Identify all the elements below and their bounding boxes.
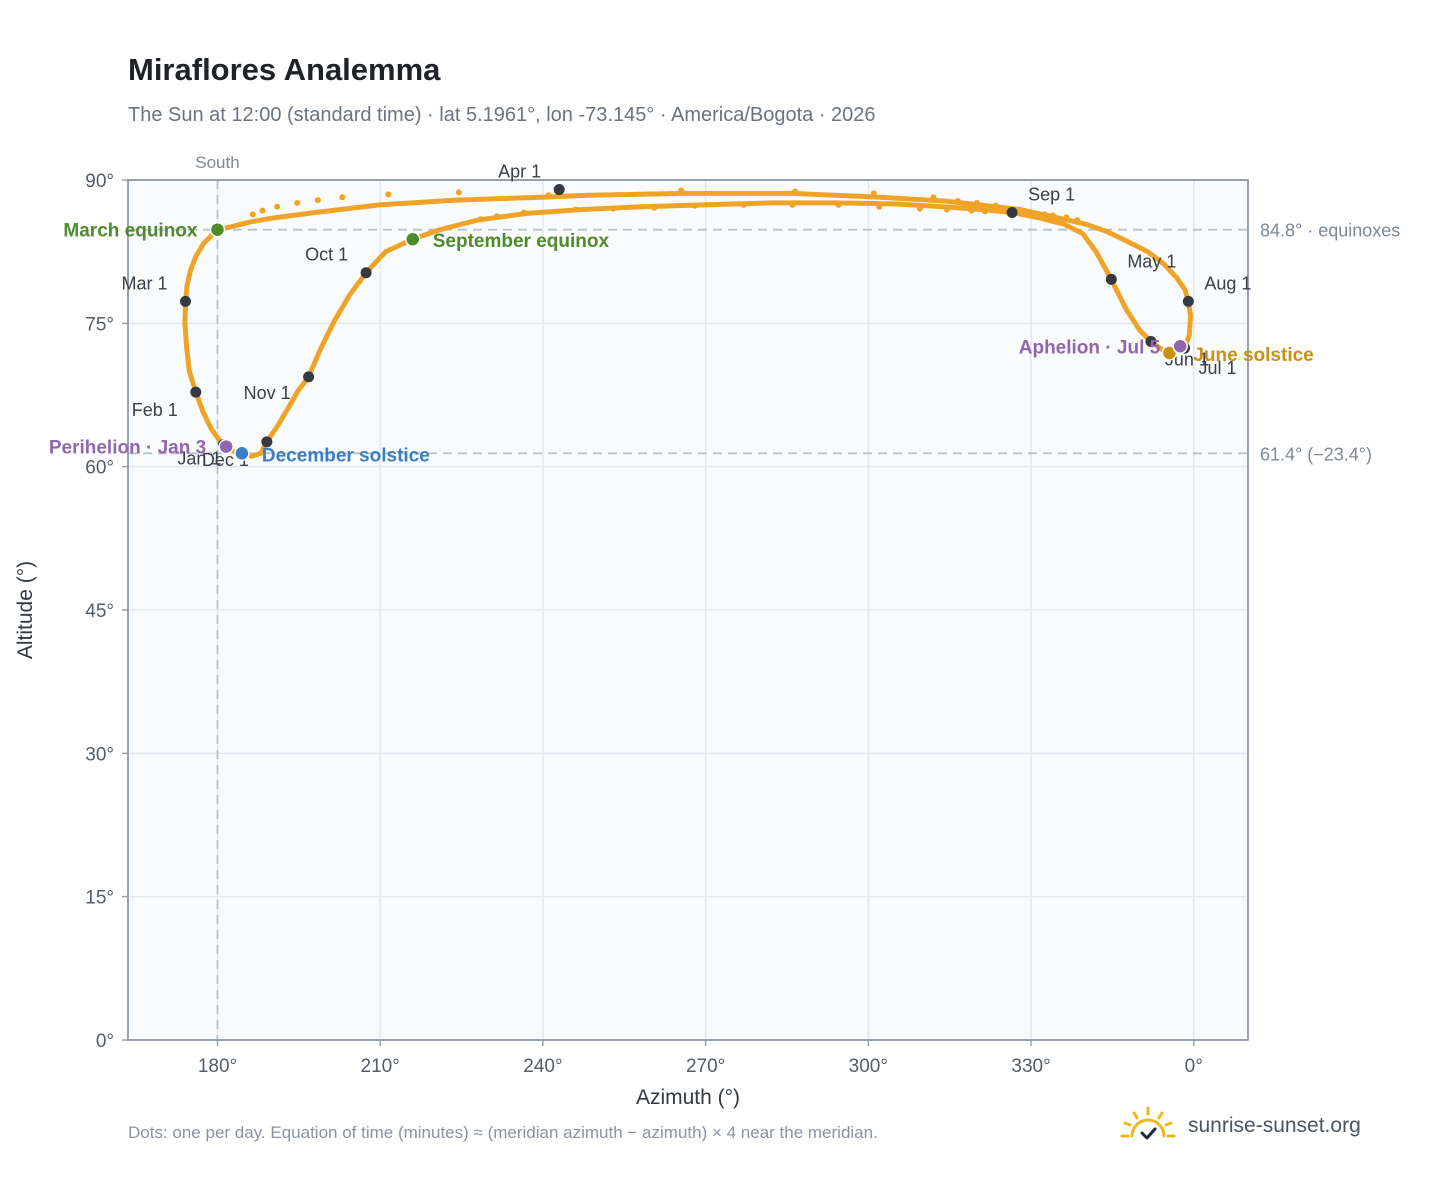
- x-tick-label: 0°: [1185, 1056, 1203, 1077]
- chart-footnote: Dots: one per day. Equation of time (min…: [128, 1123, 878, 1142]
- daily-dot: [455, 189, 462, 196]
- month-label: Mar 1: [121, 273, 167, 293]
- daily-dot: [385, 191, 392, 198]
- y-tick-label: 60°: [85, 458, 114, 479]
- month-label: Apr 1: [498, 162, 541, 182]
- daily-dot: [835, 201, 842, 208]
- chart-subtitle: The Sun at 12:00 (standard time) · lat 5…: [128, 104, 876, 126]
- daily-dot: [968, 207, 975, 214]
- y-tick-label: 75°: [85, 314, 114, 335]
- event-marker[interactable]: [1172, 338, 1188, 355]
- daily-dot: [294, 199, 301, 206]
- x-tick-label: 210°: [361, 1056, 400, 1077]
- event-label: Perihelion · Jan 3: [49, 438, 206, 459]
- daily-dot: [930, 194, 937, 201]
- daily-dot: [610, 205, 617, 212]
- daily-dot: [792, 188, 799, 195]
- brand-name[interactable]: sunrise-sunset.org: [1188, 1114, 1361, 1137]
- event-marker[interactable]: [404, 231, 421, 247]
- y-tick-label: 15°: [85, 888, 114, 909]
- event-marker[interactable]: [218, 438, 234, 455]
- y-axis-label: Altitude (°): [14, 561, 37, 659]
- daily-dot: [789, 201, 796, 208]
- month-label: Nov 1: [244, 383, 291, 403]
- x-axis-label: Azimuth (°): [636, 1086, 740, 1109]
- month-label: May 1: [1127, 251, 1176, 271]
- daily-dot: [314, 197, 321, 204]
- daily-dot: [943, 206, 950, 213]
- month-marker[interactable]: [179, 295, 191, 307]
- chart-title: Miraflores Analemma: [128, 52, 441, 87]
- daily-dot: [691, 202, 698, 209]
- daily-dot: [678, 187, 685, 194]
- event-label: December solstice: [262, 445, 430, 466]
- x-tick-label: 180°: [198, 1056, 237, 1077]
- daily-dot: [870, 190, 877, 197]
- y-tick-label: 90°: [85, 171, 114, 192]
- daily-dot: [1049, 212, 1056, 219]
- daily-dot: [259, 207, 266, 214]
- event-marker[interactable]: [234, 445, 250, 462]
- daily-dot: [572, 206, 579, 213]
- month-marker[interactable]: [1006, 206, 1018, 218]
- plot-frame: [127, 179, 1249, 1041]
- event-label: June solstice: [1193, 345, 1313, 366]
- month-label: Oct 1: [305, 245, 348, 265]
- month-marker[interactable]: [1105, 273, 1117, 285]
- month-label: Feb 1: [132, 400, 178, 420]
- daily-dot: [1074, 217, 1081, 224]
- month-label: Sep 1: [1028, 184, 1075, 204]
- event-label: March equinox: [63, 221, 198, 242]
- x-tick-label: 240°: [523, 1056, 562, 1077]
- daily-dot: [339, 194, 346, 201]
- month-label: Jan 1: [177, 449, 221, 469]
- x-tick-label: 330°: [1011, 1056, 1050, 1077]
- daily-dot: [477, 216, 484, 223]
- daily-dot: [954, 198, 961, 205]
- daily-dot: [545, 192, 552, 199]
- month-label: Aug 1: [1204, 273, 1251, 293]
- daily-dot: [1041, 211, 1048, 218]
- daily-dot: [274, 203, 281, 210]
- event-marker[interactable]: [209, 221, 226, 238]
- month-marker[interactable]: [303, 371, 315, 383]
- event-label: September equinox: [433, 231, 610, 252]
- daily-dot: [1063, 214, 1070, 221]
- month-marker[interactable]: [261, 436, 273, 448]
- y-tick-label: 0°: [96, 1031, 114, 1052]
- y-tick-label: 30°: [85, 744, 114, 765]
- reference-line-label: 61.4° (−23.4°): [1260, 444, 1372, 464]
- month-marker[interactable]: [553, 184, 565, 196]
- daily-dot: [249, 211, 256, 218]
- daily-dot: [981, 208, 988, 215]
- daily-dot: [740, 201, 747, 208]
- brand[interactable]: sunrise-sunset.org: [1120, 1104, 1361, 1148]
- daily-dot: [992, 202, 999, 209]
- daily-dot: [520, 209, 527, 216]
- month-marker[interactable]: [190, 386, 202, 398]
- x-tick-label: 270°: [686, 1056, 725, 1077]
- x-tick-label: 300°: [849, 1056, 888, 1077]
- daily-dot: [651, 204, 658, 211]
- meridian-label: South: [195, 153, 239, 172]
- daily-dot: [916, 205, 923, 212]
- daily-dot: [973, 199, 980, 206]
- daily-dot: [493, 213, 500, 220]
- sun-logo-icon: [1120, 1106, 1176, 1140]
- month-label: Jul 1: [1199, 358, 1237, 378]
- daily-dot: [876, 203, 883, 210]
- month-marker[interactable]: [1145, 335, 1157, 347]
- event-label: Aphelion · Jul 5: [1019, 337, 1161, 358]
- month-marker[interactable]: [1182, 295, 1194, 307]
- reference-line-label: 84.8° · equinoxes: [1260, 221, 1400, 241]
- month-marker[interactable]: [360, 267, 372, 279]
- y-tick-label: 45°: [85, 601, 114, 622]
